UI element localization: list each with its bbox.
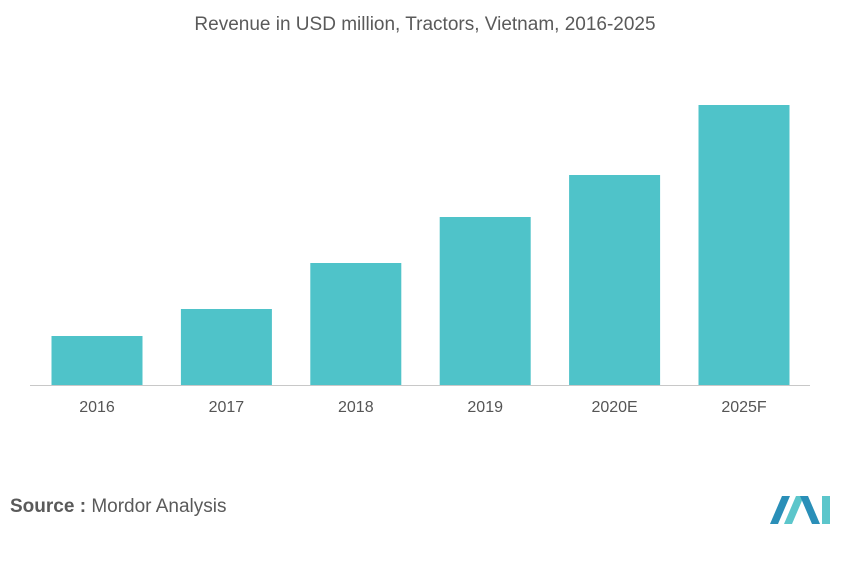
bar-2020E [569,175,661,385]
x-tick-label-2018: 2018 [338,399,374,416]
x-tick-label-2025F: 2025F [721,399,767,416]
logo-bar [822,496,830,524]
bar-2016 [51,336,143,385]
bar-2017 [180,309,272,385]
source-label: Source : [10,496,87,517]
x-tick-label-2019: 2019 [467,399,503,416]
mordor-intelligence-logo [770,496,830,524]
source-note: Source : Mordor Analysis [10,496,226,518]
source-value: Mordor Analysis [91,496,227,517]
x-tick-label-2020E: 2020E [591,399,637,416]
chart-title: Revenue in USD million, Tractors, Vietna… [194,14,656,35]
logo-left-stroke [770,496,790,524]
bar-2018 [310,263,402,385]
bar-2025F [698,105,790,385]
x-tick-label-2016: 2016 [79,399,115,416]
bar-2019 [439,217,531,385]
logo-middle-stroke [784,496,804,524]
x-tick-label-2017: 2017 [209,399,245,416]
logo-right-stroke [800,496,820,524]
